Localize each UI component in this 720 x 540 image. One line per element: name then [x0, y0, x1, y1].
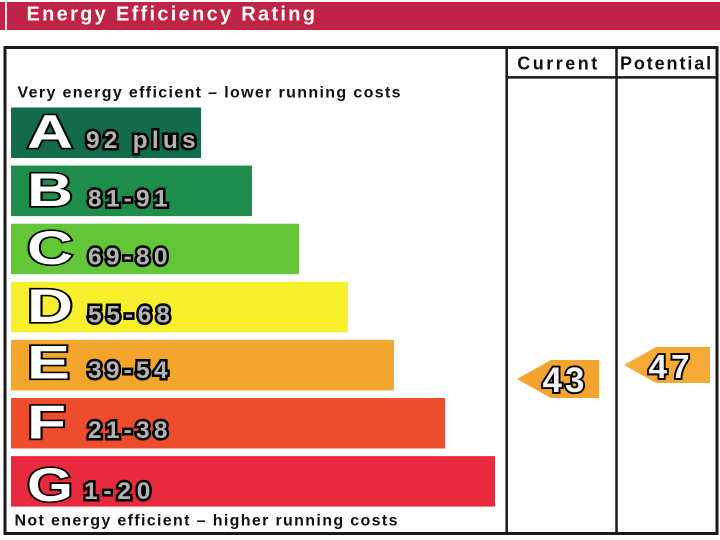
svg-text:Current: Current [517, 54, 600, 74]
svg-text:Not energy efficient – higher: Not energy efficient – higher running co… [15, 513, 399, 530]
svg-text:47: 47 [648, 349, 693, 386]
svg-text:21-38: 21-38 [88, 417, 172, 444]
svg-text:Energy Efficiency Rating: Energy Efficiency Rating [27, 4, 318, 26]
svg-text:1-20: 1-20 [84, 478, 156, 505]
svg-text:A: A [27, 105, 73, 158]
svg-text:C: C [27, 221, 73, 274]
svg-text:43: 43 [543, 361, 588, 400]
svg-text:Potential: Potential [620, 54, 713, 74]
svg-text:92 plus: 92 plus [86, 127, 200, 154]
svg-text:55-68: 55-68 [88, 302, 175, 329]
svg-text:G: G [27, 458, 73, 511]
svg-text:D: D [27, 279, 73, 332]
svg-text:F: F [27, 396, 66, 449]
svg-text:69-80: 69-80 [88, 244, 172, 271]
svg-text:B: B [27, 163, 73, 216]
svg-text:E: E [27, 336, 70, 389]
svg-text:Very energy efficient – lower: Very energy efficient – lower running co… [18, 85, 402, 102]
svg-text:81-91: 81-91 [88, 186, 172, 213]
svg-text:39-54: 39-54 [88, 357, 172, 384]
